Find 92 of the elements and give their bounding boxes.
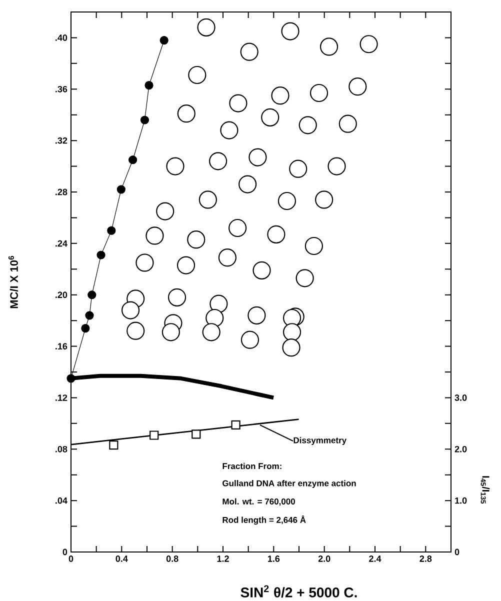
point: [136, 254, 154, 272]
point: [210, 294, 228, 313]
x-tick-label: 2.4: [369, 556, 382, 562]
point: [304, 236, 323, 256]
point: [140, 116, 150, 124]
annotation: Mol. wt. = 760,000: [222, 498, 295, 506]
point: [298, 116, 317, 134]
point: [166, 157, 184, 176]
x-tick-label: 1.2: [217, 556, 229, 562]
point: [198, 190, 217, 209]
y2-tick-label: 1.0: [455, 497, 467, 504]
point: [231, 420, 240, 430]
point: [240, 42, 258, 61]
point: [202, 323, 220, 342]
x-tick-label: 0.8: [166, 556, 178, 562]
point: [66, 374, 76, 383]
point: [240, 330, 260, 349]
point: [229, 94, 248, 112]
y-tick-label: .32: [56, 137, 68, 144]
point: [289, 160, 308, 178]
point: [278, 192, 296, 210]
point: [238, 175, 257, 194]
point: [128, 156, 138, 164]
y2-tick-label: 0: [454, 548, 460, 556]
y-tick-label: .28: [56, 188, 68, 196]
annotation: Dissymmetry: [294, 437, 347, 445]
point: [121, 301, 140, 320]
point: [150, 430, 159, 440]
y2-axis-title: I$_{45}$/I$_{135}$: [480, 476, 490, 504]
point: [109, 440, 118, 450]
point: [296, 269, 314, 288]
point: [96, 250, 106, 260]
point: [126, 322, 145, 340]
x-tick-label: 2.0: [318, 556, 330, 562]
point: [176, 256, 196, 274]
point: [218, 248, 236, 267]
point: [88, 290, 96, 300]
y-tick-label: .04: [56, 497, 68, 504]
point: [328, 157, 346, 176]
point: [160, 36, 168, 45]
y-tick-label: 0: [62, 548, 68, 556]
point: [206, 308, 224, 328]
point: [192, 430, 201, 439]
y-tick-label: .36: [56, 86, 68, 92]
x-tick-label: 2.8: [420, 556, 432, 562]
point: [282, 323, 302, 342]
y-tick-label: .16: [56, 343, 68, 350]
x-tick-label: 1.6: [268, 556, 280, 562]
y-tick-label: .08: [56, 446, 68, 452]
y2-tick-label: 3.0: [454, 394, 467, 401]
y-tick-label: .40: [56, 34, 68, 41]
point: [282, 338, 300, 357]
point: [228, 218, 247, 238]
point: [197, 18, 216, 36]
point: [168, 288, 186, 306]
point: [252, 261, 271, 280]
point: [248, 306, 266, 324]
x-axis-title: SIN$^{2}$ θ/2 + 5000 C.: [240, 585, 357, 598]
point: [81, 324, 90, 333]
point: [271, 86, 290, 105]
point: [188, 66, 206, 84]
x-tick-label: 0.4: [116, 556, 128, 562]
point: [156, 202, 174, 220]
annotation: Rod length = 2,646 Å: [222, 515, 306, 525]
point: [360, 35, 378, 54]
annotation: Gulland DNA after enzyme action: [222, 480, 356, 488]
y2-tick-label: 2.0: [454, 446, 467, 452]
point: [107, 226, 116, 235]
point: [162, 323, 180, 342]
y-tick-label: .12: [56, 394, 68, 401]
point: [261, 108, 280, 126]
annotation: Fraction From:: [222, 462, 282, 470]
point: [116, 185, 126, 194]
point: [187, 230, 206, 249]
x-tick-label: 0: [68, 556, 74, 562]
point: [209, 152, 228, 170]
point: [220, 121, 238, 140]
point: [320, 38, 338, 56]
point: [85, 311, 94, 320]
point: [177, 104, 196, 123]
point: [315, 190, 334, 209]
point: [281, 22, 300, 40]
point: [348, 78, 367, 96]
y-tick-label: .24: [56, 240, 68, 247]
point: [146, 226, 164, 245]
point: [248, 148, 267, 166]
point: [310, 84, 328, 102]
y-axis-title: MC/I X 10$^{6}$: [8, 256, 18, 308]
y-tick-label: .20: [56, 292, 68, 298]
point: [144, 80, 154, 90]
point: [338, 114, 357, 133]
point: [267, 225, 286, 244]
